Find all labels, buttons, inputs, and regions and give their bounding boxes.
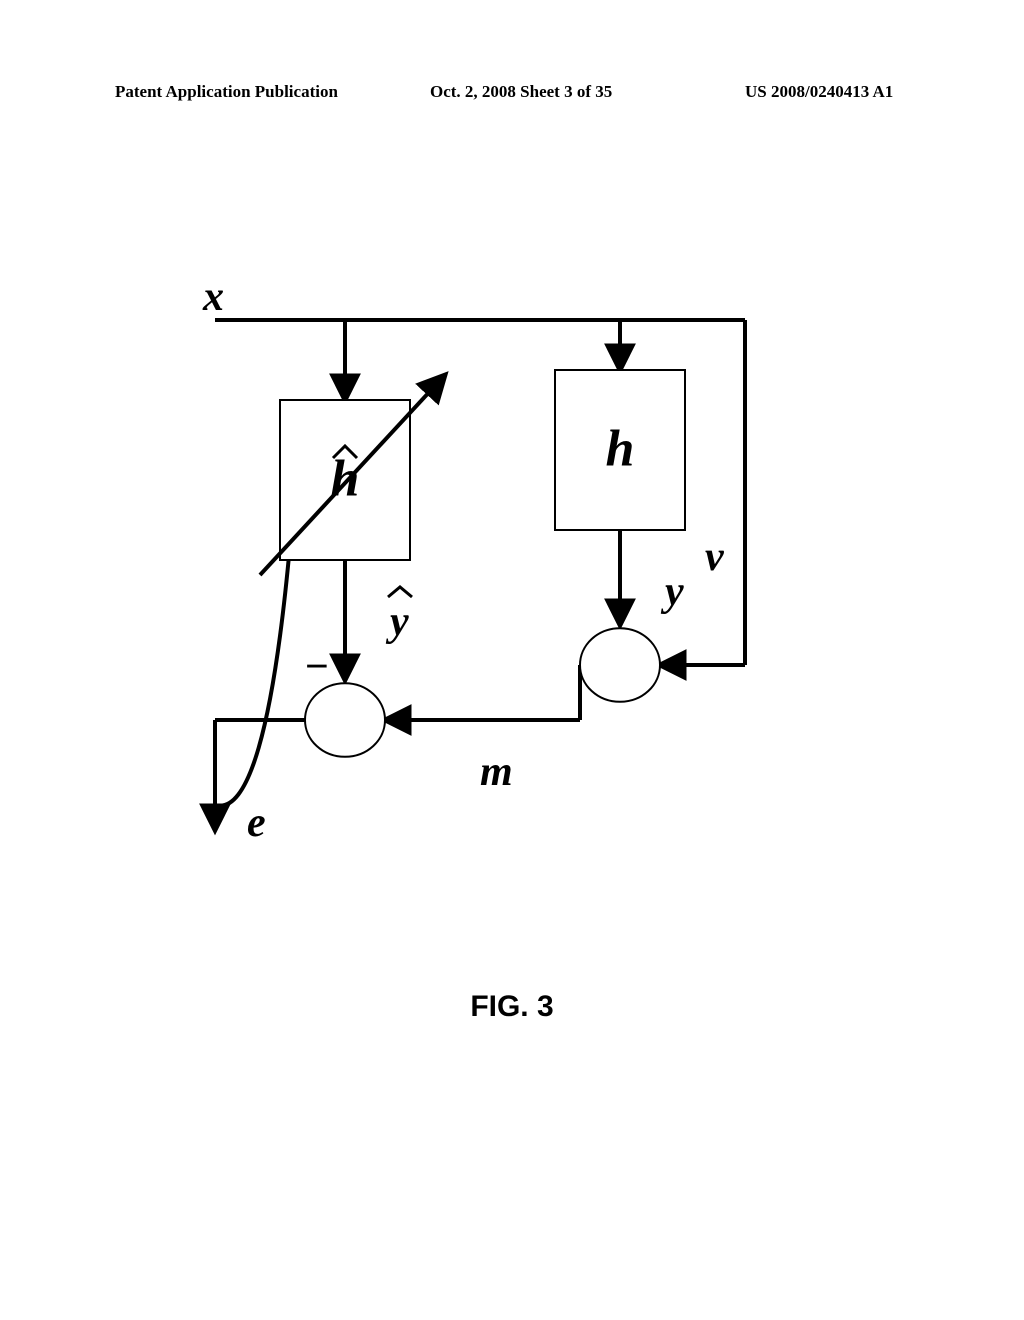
- svg-text:h: h: [331, 451, 360, 508]
- svg-text:y: y: [660, 569, 684, 615]
- svg-text:e: e: [247, 800, 266, 846]
- svg-text:−: −: [305, 644, 329, 690]
- header-left: Patent Application Publication: [115, 82, 338, 102]
- svg-text:y: y: [385, 599, 409, 645]
- svg-text:v: v: [705, 534, 725, 580]
- svg-text:x: x: [202, 274, 224, 320]
- diagram-svg: h h x y − y m v e: [185, 250, 795, 970]
- svg-text:m: m: [480, 749, 513, 795]
- header-mid: Oct. 2, 2008 Sheet 3 of 35: [430, 82, 612, 102]
- header-right: US 2008/0240413 A1: [745, 82, 893, 102]
- svg-text:h: h: [606, 421, 635, 478]
- block-diagram: h h x y − y m v e: [185, 250, 795, 970]
- page: Patent Application Publication Oct. 2, 2…: [0, 0, 1024, 1320]
- figure-caption: FIG. 3: [0, 990, 1024, 1024]
